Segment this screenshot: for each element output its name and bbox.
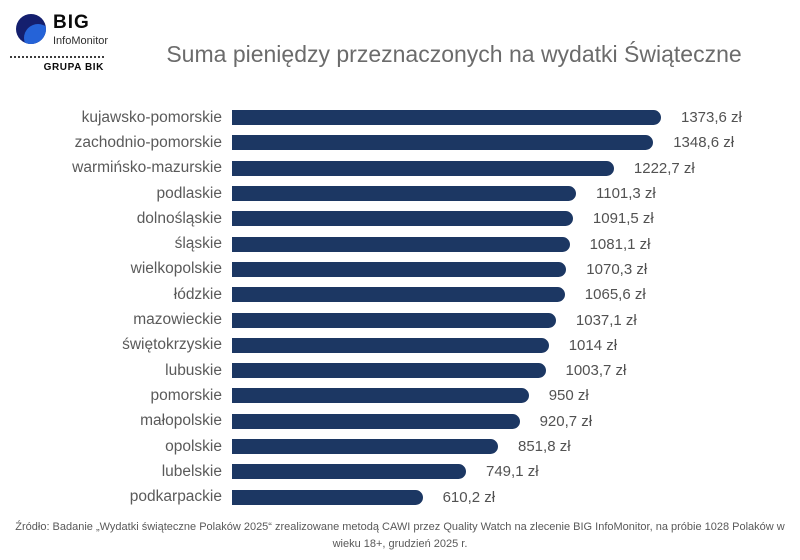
bar [232,160,614,176]
logo-infomonitor-text: InfoMonitor [53,34,109,47]
chart-row: lubuskie 1003,7 zł [0,358,800,383]
category-label: lubelskie [161,462,222,480]
category-label: dolnośląskie [136,209,222,227]
chart-row: śląskie 1081,1 zł [0,231,800,256]
bar [232,135,654,151]
logo-globe-highlight [24,24,46,44]
chart-row: małopolskie 920,7 zł [0,409,800,434]
source-note: Źródło: Badanie „Wydatki świąteczne Pola… [10,519,790,553]
chart-row: pomorskie 950 zł [0,383,800,408]
bar [232,413,520,429]
logo-grupa-bik-text: GRUPA BIK [43,61,104,73]
category-label: wielkopolskie [130,260,222,278]
chart-row: świętokrzyskie 1014 zł [0,333,800,358]
category-label: pomorskie [150,386,223,404]
value-label: 1081,1 zł [589,235,651,253]
value-label: 1101,3 zł [596,185,656,203]
value-label: 851,8 zł [518,438,571,455]
bar [232,287,565,303]
category-label: lubuskie [165,361,222,379]
chart-row: podkarpackie 610,2 zł [0,484,800,509]
chart-row: dolnośląskie 1091,5 zł [0,206,800,231]
value-label: 1037,1 zł [575,311,637,329]
category-label: śląskie [174,235,222,253]
category-label: kujawsko-pomorskie [81,108,222,126]
category-label: opolskie [165,437,222,455]
bar [232,464,466,480]
bar [232,186,576,202]
source-note-line: wieku 18+, grudzień 2025 r. [332,538,468,551]
chart-row: kujawsko-pomorskie 1373,6 zł [0,105,800,130]
chart-row: warmińsko-mazurskie 1222,7 zł [0,156,800,181]
category-label: łódzkie [173,285,222,303]
logo-globe-icon [16,14,46,44]
value-label: 1373,6 zł [681,109,742,127]
chart-row: podlaskie 1101,3 zł [0,181,800,206]
category-label: podlaskie [156,184,223,202]
chart-row: zachodnio-pomorskie 1348,6 zł [0,130,800,155]
value-label: 1070,3 zł [586,260,648,278]
logo-texts: BIG InfoMonitor [53,10,108,47]
value-label: 1222,7 zł [633,159,695,177]
bar [232,211,573,227]
category-label: małopolskie [140,412,222,430]
value-label: 1003,7 zł [565,362,627,380]
value-label: 1091,5 zł [592,210,654,228]
logo-top: BIG InfoMonitor [10,10,108,47]
dotted-divider [10,55,104,58]
bar [232,363,546,379]
bar [232,236,570,252]
chart-row: mazowieckie 1037,1 zł [0,307,800,332]
chart-row: opolskie 851,8 zł [0,434,800,459]
chart-row: wielkopolskie 1070,3 zł [0,257,800,282]
bar [232,337,549,353]
bar-chart: kujawsko-pomorskie 1373,6 zł zachodnio-pom… [0,105,800,510]
logo-big-text: BIG [53,12,90,33]
category-label: podkarpackie [129,488,222,506]
category-label: mazowieckie [133,311,222,329]
bar [232,439,498,454]
bar [232,261,567,277]
value-label: 920,7 zł [539,412,593,430]
category-label: świętokrzyskie [122,336,222,354]
source-note-line: Źródło: Badanie „Wydatki świąteczne Pola… [15,521,785,533]
chart-row: łódzkie 1065,6 zł [0,282,800,307]
value-label: 610,2 zł [442,488,496,506]
big-infomonitor-logo: BIG InfoMonitor GRUPA BIK [10,10,108,73]
bar [232,312,556,328]
value-label: 1348,6 zł [673,134,735,152]
value-label: 1014 zł [568,336,618,354]
bar [232,388,529,404]
category-label: warmińsko-mazurskie [72,159,222,177]
value-label: 749,1 zł [486,463,539,481]
value-label: 950 zł [548,387,589,405]
bar [232,110,661,126]
chart-row: lubelskie 749,1 zł [0,459,800,484]
chart-title: Suma pieniędzy przeznaczonych na wydatki… [166,41,742,67]
category-label: zachodnio-pomorskie [74,133,222,151]
bar [232,489,423,505]
value-label: 1065,6 zł [584,286,646,304]
